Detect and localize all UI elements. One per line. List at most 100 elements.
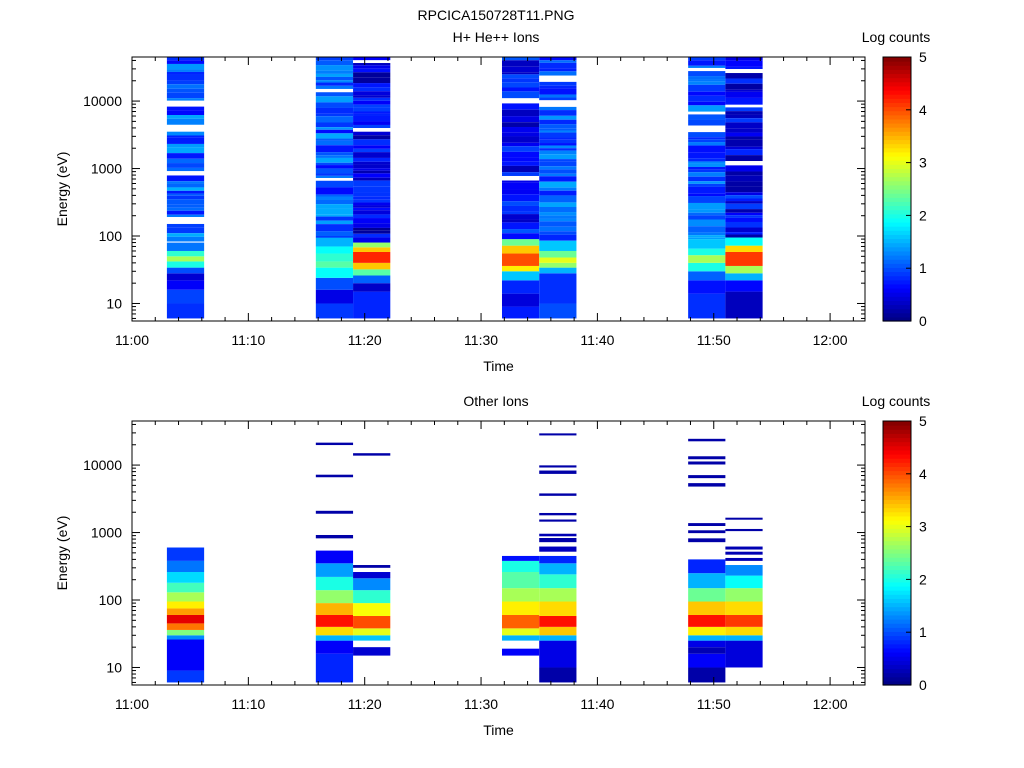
spectrogram-cell [353, 113, 391, 116]
spectrogram-cell [539, 667, 577, 683]
spectrogram-cell [353, 223, 391, 228]
x-tick-label: 11:30 [464, 696, 498, 712]
colorbar-segment [883, 143, 911, 149]
colorbar-tick-label: 2 [919, 207, 927, 223]
spectrogram-cell [725, 221, 763, 228]
spectrogram-cell [725, 89, 763, 92]
x-tick-label: 11:30 [464, 332, 498, 348]
spectrogram-cell [353, 283, 391, 292]
spectrogram-cell [725, 212, 763, 216]
spectrogram-cell [501, 103, 540, 110]
colorbar-segment [883, 441, 911, 447]
spectrogram-cell [539, 173, 577, 177]
spectrogram-cell [166, 158, 205, 164]
spectrogram-cell [501, 201, 540, 206]
spectrogram-cell [501, 72, 540, 75]
spectrogram-cell [166, 183, 205, 188]
spectrogram-cell [539, 555, 577, 564]
spectrogram-cell [688, 79, 726, 82]
spectrogram-cell [501, 151, 540, 158]
spectrogram-cell [315, 116, 354, 123]
spectrogram-cell [688, 183, 726, 187]
colorbar-segment [883, 77, 911, 83]
colorbar-segment [883, 90, 911, 95]
spectrogram-cell [725, 114, 763, 119]
spectrogram-cell [688, 237, 726, 240]
colorbar-tick-label: 1 [919, 624, 927, 640]
colorbar-segment [883, 454, 911, 459]
spectrogram-cell [688, 530, 726, 534]
spectrogram-cell [688, 84, 726, 92]
colorbar-segment [883, 234, 911, 240]
spectrogram-cell [315, 122, 354, 128]
spectrogram-cell [166, 207, 205, 211]
spectrogram-cell [353, 148, 391, 153]
spectrogram-cell [166, 100, 205, 107]
spectrogram-cell [688, 635, 726, 641]
spectrogram-cell [353, 635, 391, 641]
spectrogram-cell [688, 145, 726, 148]
spectrogram-cell [353, 157, 391, 162]
spectrogram-cell [688, 101, 726, 106]
spectrogram-cell [166, 135, 205, 138]
spectrogram-cell [166, 629, 205, 636]
spectrogram-cell [166, 98, 205, 101]
spectrogram-cell [353, 104, 391, 108]
spectrogram-cell [539, 176, 577, 182]
spectrogram-cell [688, 186, 726, 194]
spectrogram-cell [539, 267, 577, 274]
spectrogram-cell [353, 97, 391, 101]
spectrogram-cell [353, 196, 391, 200]
spectrogram-cell [725, 237, 763, 246]
spectrogram-cell [688, 139, 726, 143]
spectrogram-cell [166, 572, 205, 583]
spectrogram-cell [315, 155, 354, 158]
colorbar-segment [883, 627, 911, 632]
colorbar-segment [883, 619, 911, 624]
colorbar-segment [883, 466, 911, 472]
spectrogram-cell [539, 433, 577, 436]
y-tick-label: 100 [99, 228, 123, 244]
spectrogram-cell [501, 219, 540, 223]
spectrogram-cell [501, 229, 540, 234]
spectrogram-cell [353, 202, 391, 206]
colorbar-segment [883, 487, 911, 492]
spectrogram-cell [688, 67, 726, 72]
colorbar-segment [883, 160, 911, 165]
spectrogram-cell [688, 538, 726, 543]
colorbar-frame [882, 56, 912, 322]
spectrogram-cell [501, 127, 540, 133]
spectrogram-cell [166, 137, 205, 144]
spectrogram-cell [315, 138, 354, 141]
spectrogram-cell [501, 280, 540, 294]
spectrogram-cell [688, 161, 726, 164]
colorbar-segment [883, 602, 911, 608]
spectrogram-cell [353, 128, 391, 132]
x-tick-label: 11:20 [348, 696, 382, 712]
x-tick-label: 11:50 [697, 696, 731, 712]
spectrogram-cell [688, 65, 726, 68]
spectrogram-cell [166, 190, 205, 194]
spectrogram-cell [725, 69, 763, 74]
spectrogram-cell [353, 237, 391, 243]
spectrogram-cell [539, 202, 577, 208]
spectrogram-cell [166, 303, 205, 319]
spectrogram-cell [688, 647, 726, 654]
colorbar-segment [883, 197, 911, 202]
spectrogram-cell [725, 227, 763, 233]
spectrogram-cell [501, 628, 540, 636]
spectrogram-cell [539, 181, 577, 188]
spectrogram-cell [315, 180, 354, 188]
colorbar-segment [883, 544, 911, 550]
spectrogram-cell [725, 517, 763, 520]
colorbar-segment [883, 676, 911, 682]
spectrogram-cell [688, 125, 726, 133]
spectrogram-cell [501, 122, 540, 128]
colorbar-segment [883, 503, 911, 509]
colorbar-segment [883, 449, 911, 455]
spectrogram-cell [315, 550, 354, 564]
spectrogram-cell [539, 154, 577, 160]
spectrogram-cell [353, 77, 391, 84]
colorbar-segment [883, 61, 911, 66]
spectrogram-cell [353, 60, 391, 64]
